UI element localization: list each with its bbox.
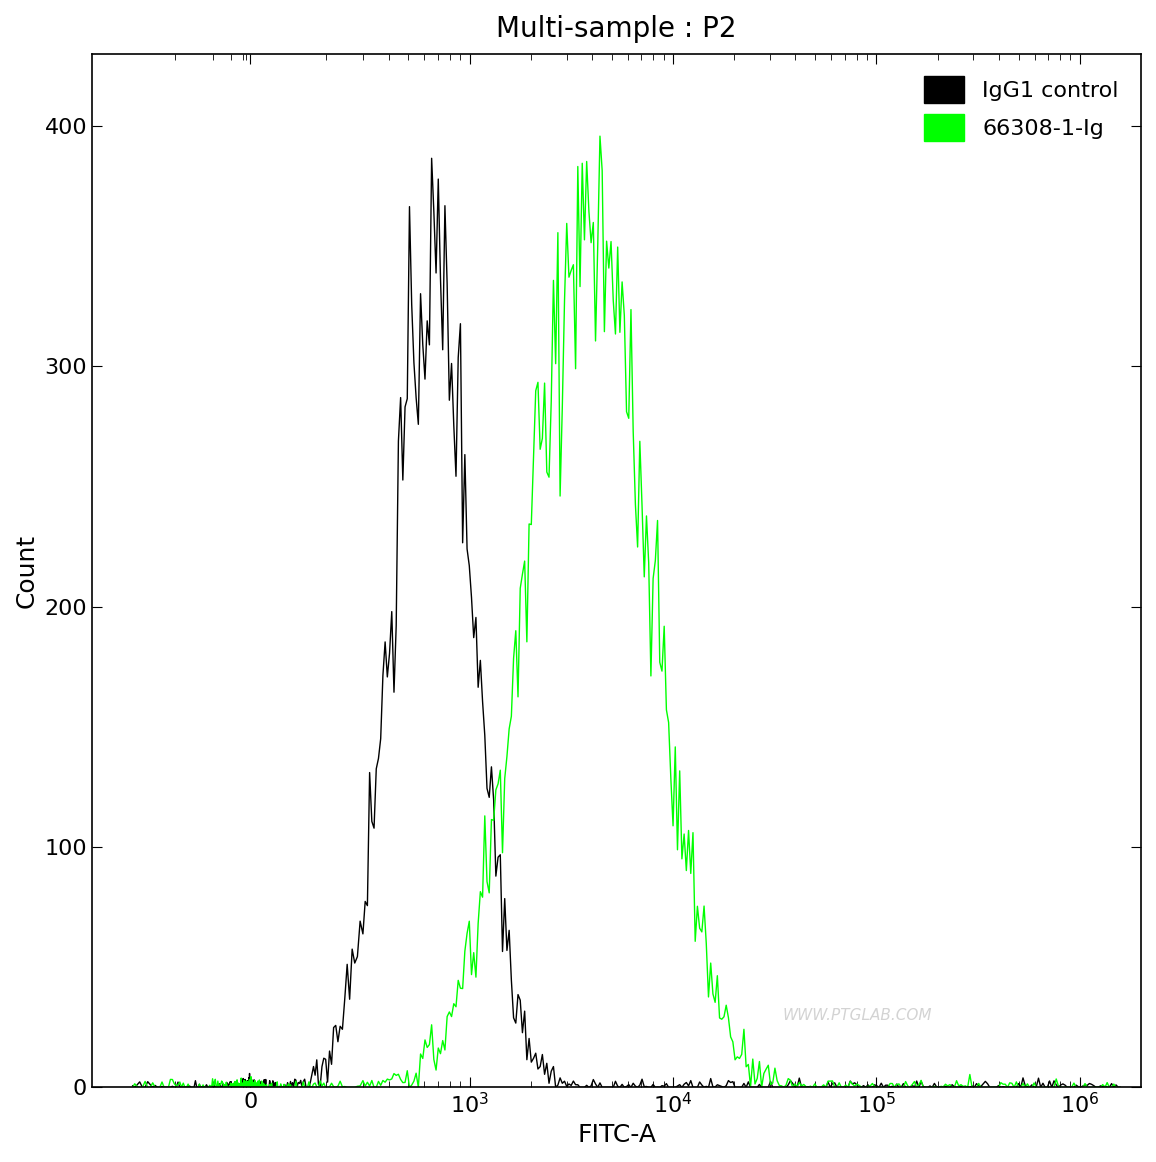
Title: Multi-sample : P2: Multi-sample : P2 <box>496 15 736 43</box>
X-axis label: FITC-A: FITC-A <box>577 1122 655 1147</box>
Text: WWW.PTGLAB.COM: WWW.PTGLAB.COM <box>783 1007 933 1023</box>
Y-axis label: Count: Count <box>15 533 39 608</box>
Legend: IgG1 control, 66308-1-Ig: IgG1 control, 66308-1-Ig <box>913 65 1129 152</box>
